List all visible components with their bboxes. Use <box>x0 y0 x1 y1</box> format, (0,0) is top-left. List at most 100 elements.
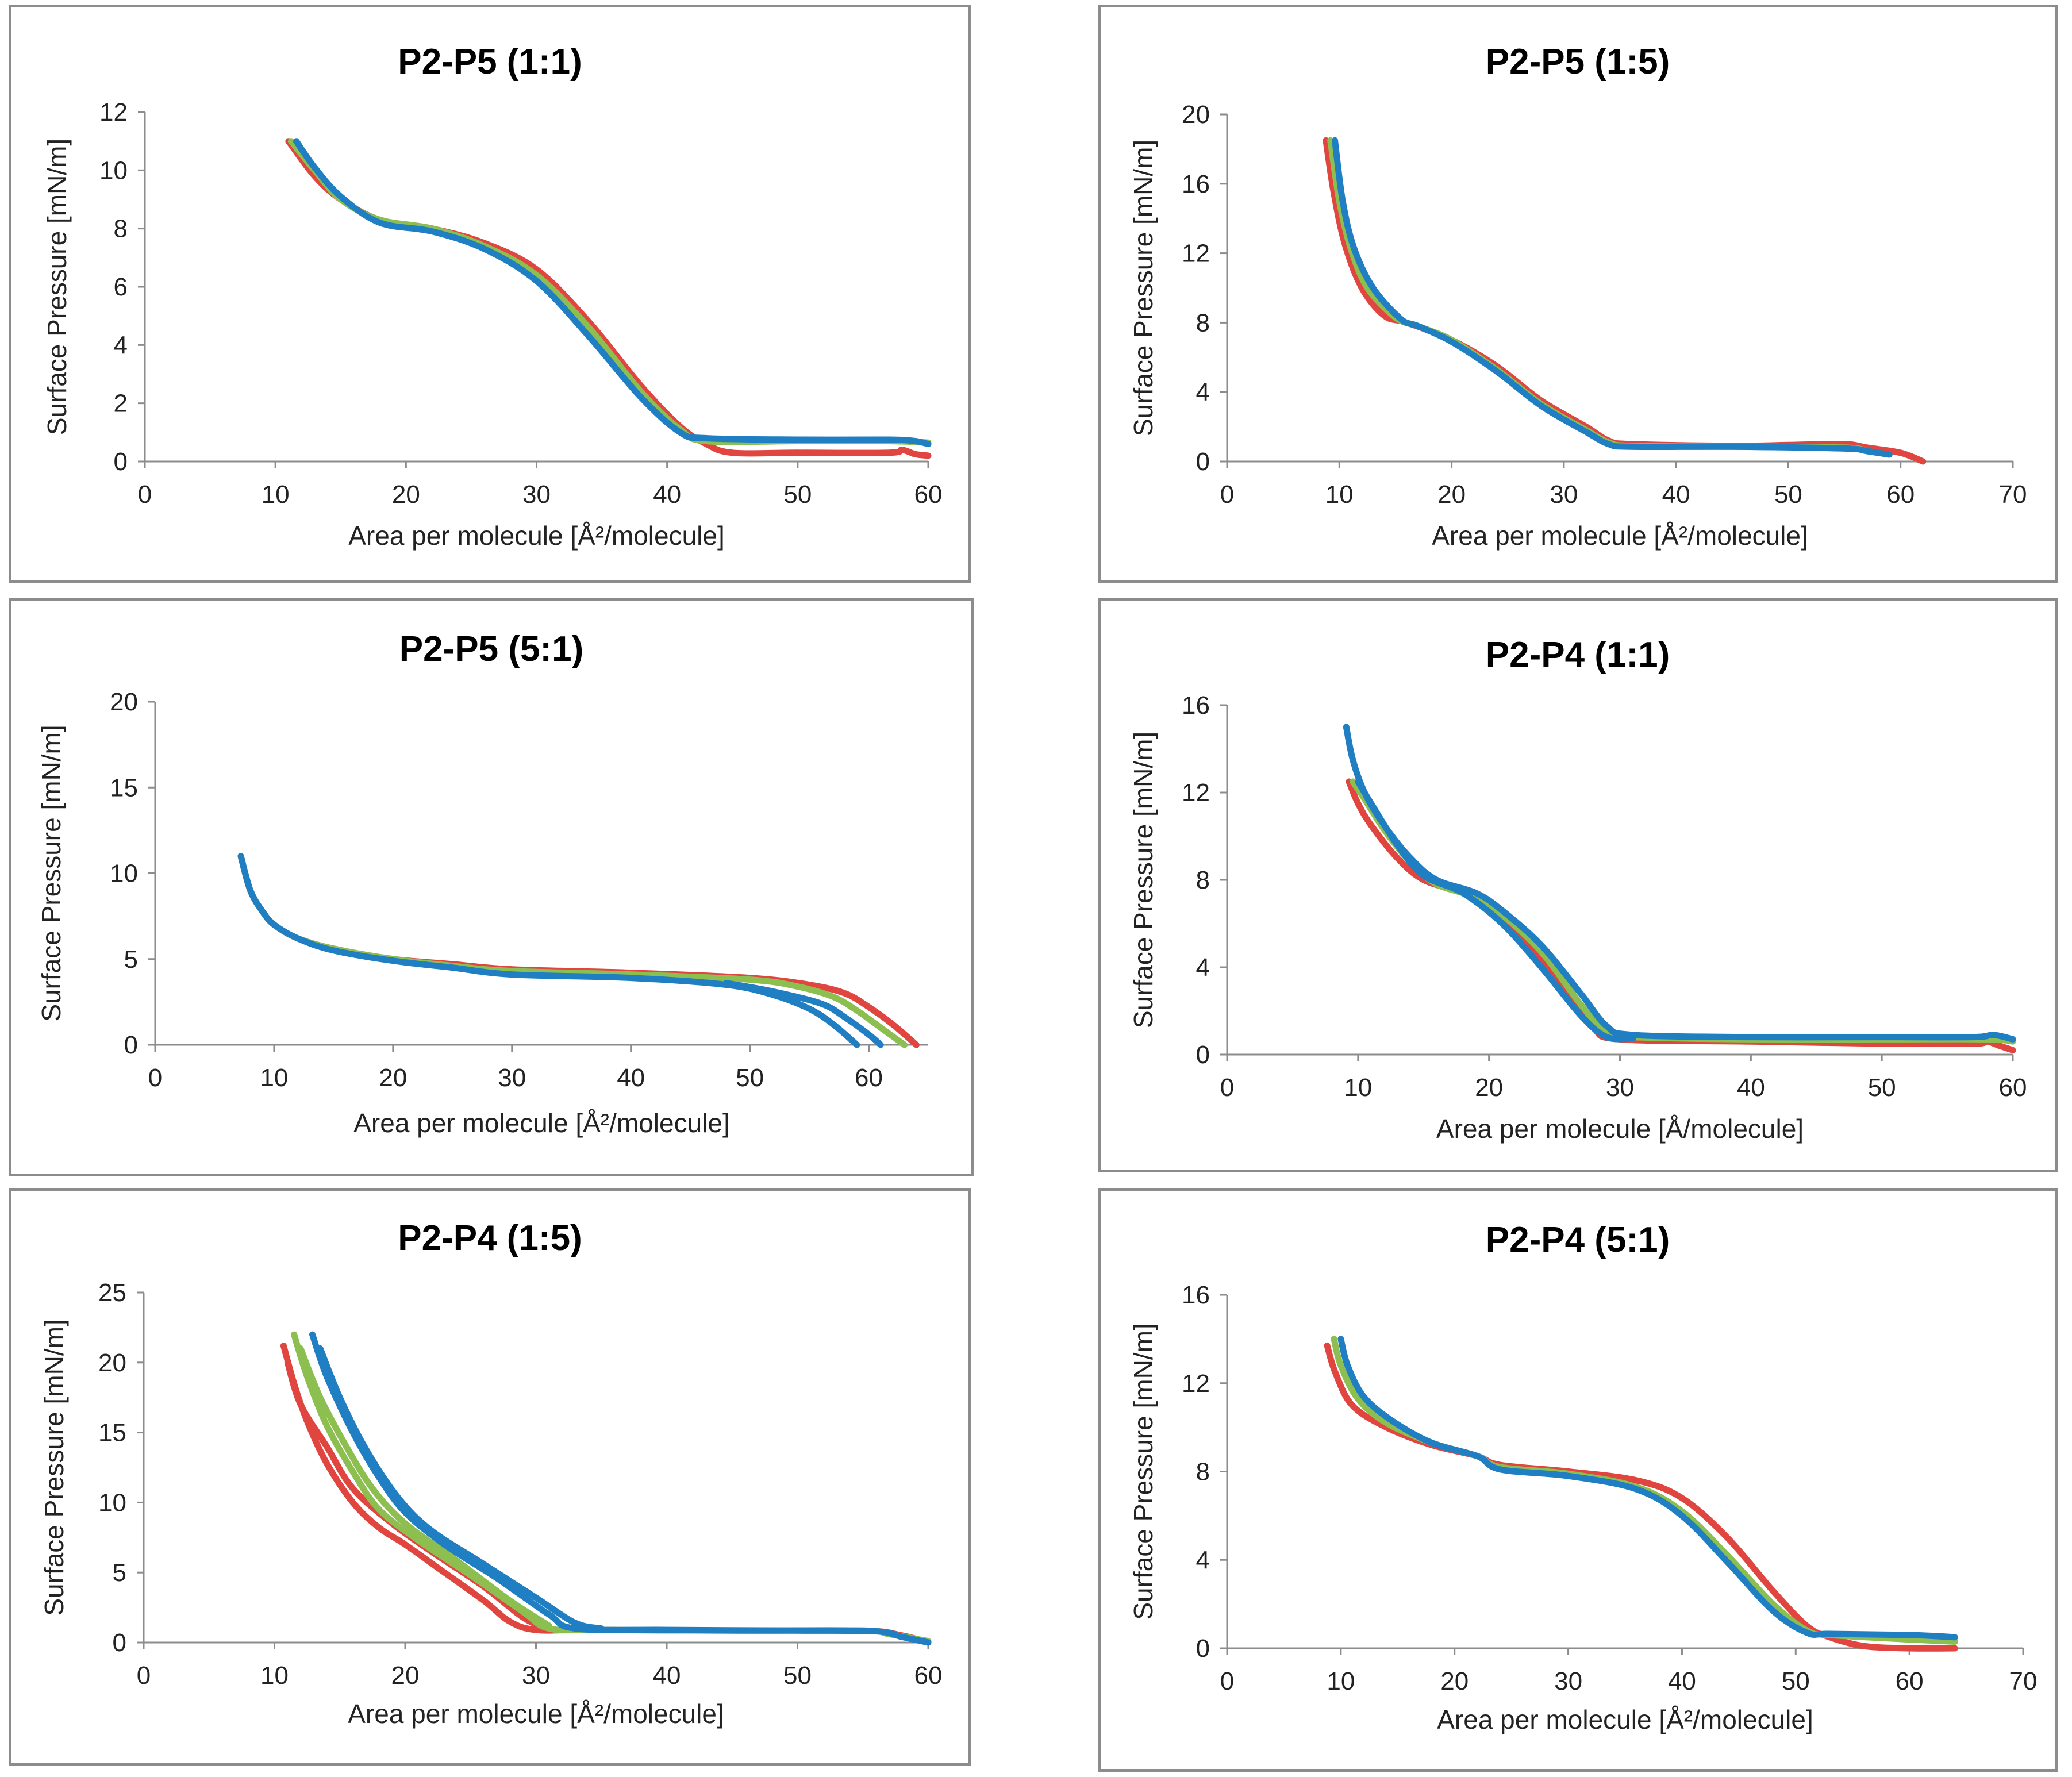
y-tick-label: 4 <box>114 331 128 359</box>
x-axis-label: Area per molecule [Å²/molecule] <box>1432 521 1808 551</box>
y-tick-label: 20 <box>1182 101 1210 129</box>
y-tick-label: 12 <box>99 98 128 126</box>
y-tick-label: 12 <box>1182 240 1210 268</box>
series-line-green <box>297 1345 552 1629</box>
y-tick-label: 6 <box>114 273 128 301</box>
y-tick-label: 2 <box>114 390 128 418</box>
y-tick-label: 20 <box>110 688 138 716</box>
x-tick-label: 20 <box>1475 1074 1503 1102</box>
x-tick-label: 10 <box>1327 1667 1355 1695</box>
series-line-blue <box>293 138 932 448</box>
y-tick-label: 10 <box>98 1488 126 1517</box>
x-tick-label: 70 <box>1999 480 2027 509</box>
x-tick-label: 50 <box>736 1064 764 1092</box>
x-tick-label: 30 <box>522 480 551 509</box>
y-tick-label: 25 <box>98 1279 126 1307</box>
series-line-blue <box>722 980 884 1048</box>
series-line-blue <box>1337 1336 1958 1641</box>
x-tick-label: 50 <box>783 1661 812 1690</box>
x-tick-label: 30 <box>498 1064 526 1092</box>
x-tick-label: 60 <box>1886 480 1915 509</box>
y-axis-label: Surface Pressure [mN/m] <box>42 139 72 435</box>
series-line-blue <box>1355 778 1636 1043</box>
x-tick-label: 30 <box>1550 480 1578 509</box>
x-tick-label: 50 <box>1782 1667 1810 1695</box>
chart-title: P2-P4 (1:5) <box>398 1218 582 1258</box>
chart-title: P2-P4 (5:1) <box>1486 1220 1670 1260</box>
x-tick-label: 20 <box>392 480 420 509</box>
y-tick-label: 0 <box>124 1031 138 1059</box>
chart-panel-p2-p4-5-1: P2-P4 (5:1) 0 10 20 30 40 50 60 70 0 4 8 12 16 Area pe… <box>1098 1188 2058 1772</box>
y-tick-label: 4 <box>1196 378 1210 406</box>
series-line-red <box>1346 778 2016 1053</box>
y-tick-label: 20 <box>98 1349 126 1377</box>
y-axis-label: Surface Pressure [mN/m] <box>36 725 66 1021</box>
chart-title: P2-P4 (1:1) <box>1486 635 1670 675</box>
x-tick-label: 0 <box>1220 1667 1234 1695</box>
x-tick-label: 20 <box>391 1661 420 1690</box>
x-tick-label: 0 <box>1220 1074 1234 1102</box>
x-tick-label: 10 <box>262 480 290 509</box>
x-tick-label: 0 <box>137 1661 151 1690</box>
chart-title: P2-P5 (1:5) <box>1486 42 1670 82</box>
x-tick-label: 20 <box>379 1064 407 1092</box>
x-tick-label: 30 <box>1554 1667 1582 1695</box>
y-tick-label: 12 <box>1182 779 1210 807</box>
series-line-blue <box>309 1331 932 1646</box>
x-axis-label: Area per molecule [Å²/molecule] <box>1437 1705 1813 1734</box>
y-tick-label: 0 <box>114 448 128 476</box>
series-line-green <box>1350 778 2016 1045</box>
x-tick-label: 40 <box>617 1064 645 1092</box>
y-tick-label: 8 <box>1196 1458 1210 1486</box>
y-tick-label: 15 <box>110 774 138 802</box>
x-tick-label: 50 <box>1868 1074 1896 1102</box>
chart-svg: P2-P4 (5:1) 0 10 20 30 40 50 60 70 0 4 8 12 16 Area pe… <box>1128 1220 2038 1734</box>
y-axis-label: Surface Pressure [mN/m] <box>1128 732 1158 1028</box>
x-tick-label: 60 <box>1896 1667 1924 1695</box>
x-tick-label: 20 <box>1440 1667 1469 1695</box>
y-tick-label: 0 <box>1196 1634 1210 1663</box>
y-tick-label: 5 <box>113 1559 126 1587</box>
x-tick-label: 0 <box>148 1064 162 1092</box>
y-tick-label: 4 <box>1196 953 1210 982</box>
chart-panel-p2-p5-1-1: P2-P5 (1:1) 0 10 20 30 40 50 60 0 2 4 6 8 10 12 Area pe… <box>9 5 971 583</box>
series-line-blue <box>317 1345 605 1632</box>
y-tick-label: 16 <box>1182 691 1210 720</box>
chart-panel-p2-p5-5-1: P2-P5 (5:1) 0 10 20 30 40 50 60 0 5 10 15 20 Area per… <box>9 598 974 1176</box>
x-tick-label: 0 <box>1220 480 1234 509</box>
y-tick-label: 8 <box>1196 866 1210 894</box>
chart-panel-p2-p4-1-5: P2-P4 (1:5) 0 10 20 30 40 50 60 0 5 10 15 20 25 Area p… <box>9 1188 971 1766</box>
x-tick-label: 60 <box>1999 1074 2027 1102</box>
y-tick-label: 16 <box>1182 1281 1210 1309</box>
x-tick-label: 40 <box>1668 1667 1696 1695</box>
chart-svg: P2-P4 (1:1) 0 10 20 30 40 50 60 0 4 8 12 16 Area per … <box>1128 635 2027 1144</box>
y-tick-label: 8 <box>114 215 128 243</box>
x-tick-label: 40 <box>653 480 681 509</box>
x-tick-label: 70 <box>2009 1667 2038 1695</box>
x-tick-label: 10 <box>260 1064 288 1092</box>
chart-title: P2-P5 (5:1) <box>399 629 583 669</box>
x-tick-label: 60 <box>914 1661 943 1690</box>
x-axis-label: Area per molecule [Å²/molecule] <box>353 1108 730 1138</box>
x-tick-label: 60 <box>855 1064 883 1092</box>
x-tick-label: 10 <box>1325 480 1354 509</box>
chart-svg: P2-P5 (5:1) 0 10 20 30 40 50 60 0 5 10 15 20 Area per… <box>36 629 928 1138</box>
y-axis-label: Surface Pressure [mN/m] <box>39 1319 69 1616</box>
x-tick-label: 30 <box>522 1661 550 1690</box>
x-axis-label: Area per molecule [Å/molecule] <box>1436 1114 1804 1144</box>
chart-panel-p2-p4-1-1: P2-P4 (1:1) 0 10 20 30 40 50 60 0 4 8 12 16 Area per … <box>1098 598 2058 1172</box>
x-tick-label: 10 <box>260 1661 289 1690</box>
chart-svg: P2-P4 (1:5) 0 10 20 30 40 50 60 0 5 10 15 20 25 Area p… <box>39 1218 943 1729</box>
chart-title: P2-P5 (1:1) <box>398 42 582 82</box>
x-axis-label: Area per molecule [Å²/molecule] <box>348 521 725 551</box>
x-tick-label: 40 <box>653 1661 681 1690</box>
y-tick-label: 10 <box>110 860 138 888</box>
y-tick-label: 5 <box>124 945 138 974</box>
y-tick-label: 4 <box>1196 1546 1210 1574</box>
x-tick-label: 40 <box>1737 1074 1765 1102</box>
x-tick-label: 20 <box>1437 480 1466 509</box>
y-tick-label: 0 <box>1196 1041 1210 1069</box>
x-tick-label: 50 <box>1774 480 1802 509</box>
x-tick-label: 0 <box>138 480 152 509</box>
series-line-green <box>1327 137 1893 458</box>
